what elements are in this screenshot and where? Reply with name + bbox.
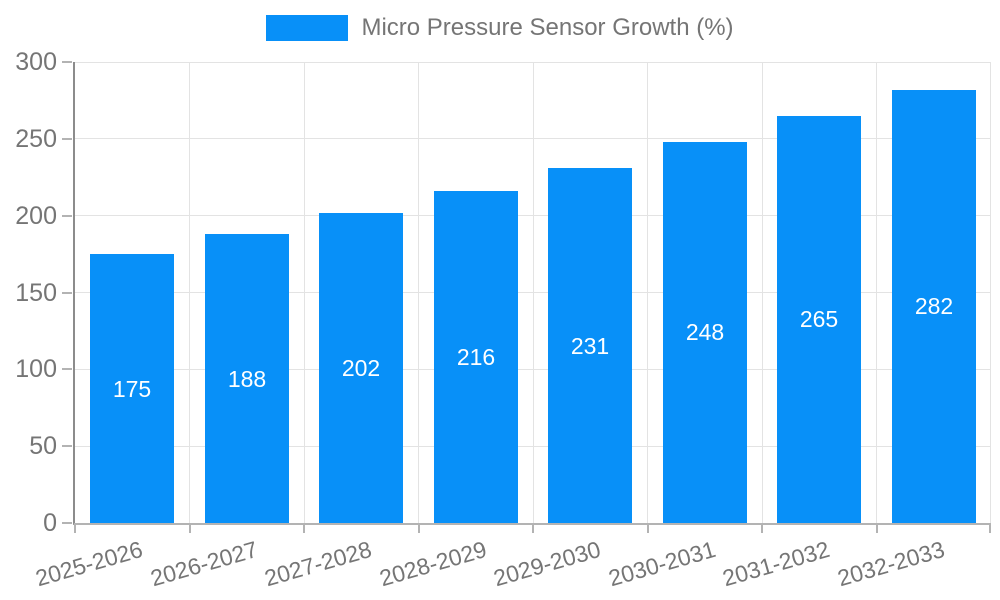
legend-swatch xyxy=(266,15,349,41)
plot-area: 0 50 100 150 200 250 300 175 2025-2026 188 2026-20… xyxy=(15,48,991,591)
x-axis-tick xyxy=(646,523,649,533)
y-axis-tick xyxy=(62,445,72,448)
legend[interactable]: Micro Pressure Sensor Growth (%) xyxy=(0,14,1000,42)
x-axis-tick xyxy=(74,523,76,533)
y-tick-label: 200 xyxy=(15,201,57,230)
x-axis-tick xyxy=(532,523,534,533)
gridline-vertical xyxy=(189,62,190,523)
gridline-vertical xyxy=(876,62,877,523)
y-axis-tick xyxy=(62,214,72,217)
y-axis-tick xyxy=(62,137,72,140)
gridline-vertical xyxy=(647,62,648,523)
gridline-vertical xyxy=(532,62,534,523)
y-tick-label: 250 xyxy=(15,124,57,153)
bar-2027-2028[interactable] xyxy=(319,212,403,523)
y-axis-tick xyxy=(62,61,72,63)
x-axis-tick xyxy=(761,523,763,533)
x-axis-tick xyxy=(188,523,191,533)
gridline-vertical xyxy=(761,62,763,523)
bar-2029-2030[interactable] xyxy=(548,168,632,523)
gridline-vertical xyxy=(303,62,305,523)
x-axis-tick xyxy=(989,523,991,533)
y-tick-label: 50 xyxy=(29,432,57,461)
bar-value-label: 175 xyxy=(112,376,152,402)
gridline-vertical xyxy=(418,62,419,523)
y-axis-tick xyxy=(62,291,72,294)
bar-2032-2033[interactable] xyxy=(892,89,976,523)
bar-value-label: 202 xyxy=(341,355,381,381)
bar-2026-2027[interactable] xyxy=(205,234,289,523)
y-tick-label: 100 xyxy=(15,355,57,384)
x-axis-tick xyxy=(303,523,305,533)
bar-2030-2031[interactable] xyxy=(663,141,747,523)
y-axis-tick xyxy=(62,522,72,524)
bar-2031-2032[interactable] xyxy=(777,115,861,523)
bar-value-label: 265 xyxy=(799,306,839,332)
bar-value-label: 248 xyxy=(685,319,725,345)
y-tick-label: 0 xyxy=(43,509,57,537)
bar-2028-2029[interactable] xyxy=(434,191,518,523)
y-tick-label: 150 xyxy=(15,278,57,307)
bar-2025-2026[interactable] xyxy=(90,254,174,523)
bar-value-label: 231 xyxy=(570,333,610,359)
y-axis-tick xyxy=(62,368,72,371)
y-tick-label: 300 xyxy=(15,48,57,76)
bar-value-label: 282 xyxy=(914,293,954,319)
x-axis-tick xyxy=(875,523,878,533)
gridline-vertical xyxy=(989,62,991,523)
bar-value-label: 188 xyxy=(227,366,267,392)
legend-label: Micro Pressure Sensor Growth (%) xyxy=(361,14,734,41)
bar-value-label: 216 xyxy=(456,344,496,370)
x-axis-tick xyxy=(417,523,420,533)
